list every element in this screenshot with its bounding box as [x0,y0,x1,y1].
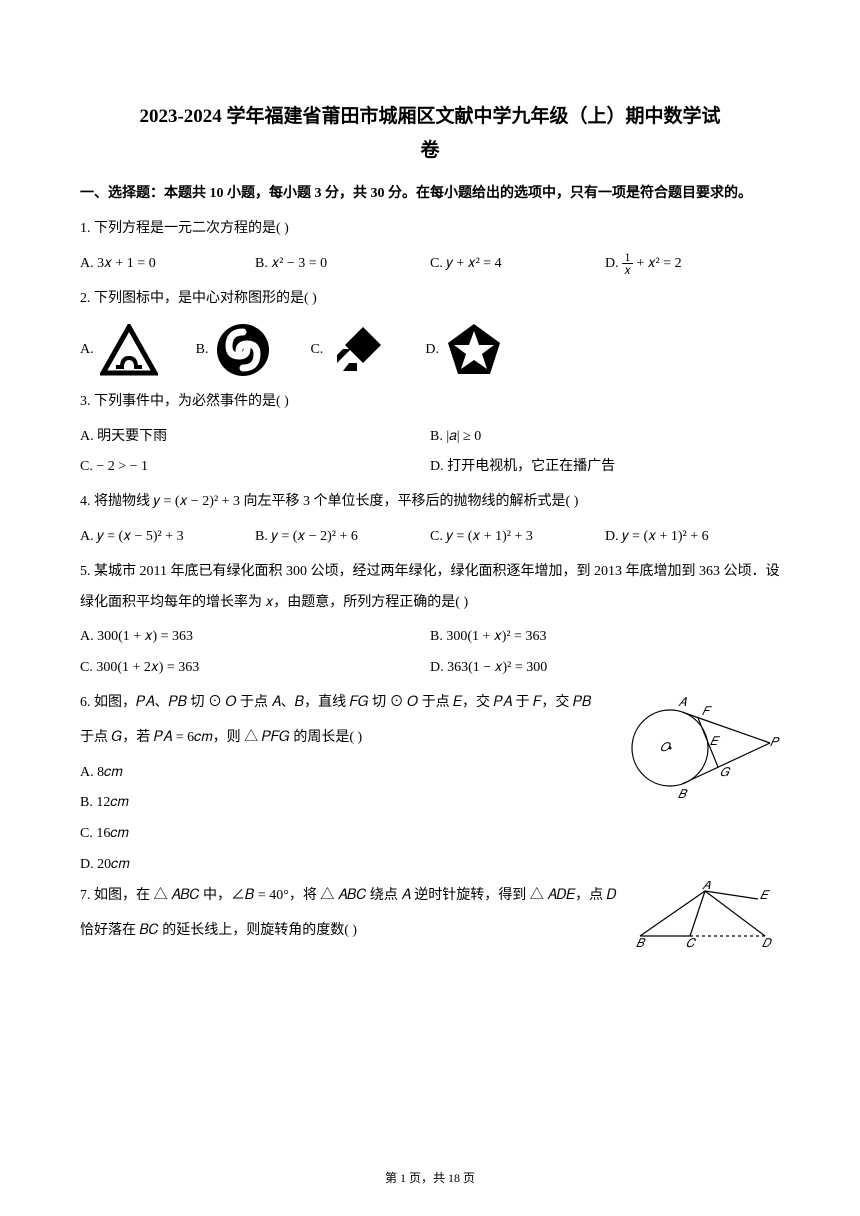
q5-options: A. 300(1 + 𝑥) = 363 B. 300(1 + 𝑥)² = 363… [80,622,780,684]
svg-text:𝐵: 𝐵 [636,936,646,950]
svg-text:𝐷: 𝐷 [762,936,772,950]
q6-opt-a: A. 8𝑐𝑚 [80,758,610,789]
section-1-header: 一、选择题：本题共 10 小题，每小题 3 分，共 30 分。在每小题给出的选项… [80,180,780,208]
fraction-icon: 1𝑥 [622,251,633,276]
page-footer: 第 1 页，共 18 页 [0,1169,860,1186]
q5-opt-b: B. 300(1 + 𝑥)² = 363 [430,622,780,653]
q3-opt-a: A. 明天要下雨 [80,422,430,453]
q1-opt-b: B. 𝑥² − 3 = 0 [255,249,430,280]
q6-stem-line1: 6. 如图，𝑃𝐴、𝑃𝐵 切 ⊙ 𝑂 于点 𝐴、𝐵，直线 𝐹𝐺 切 ⊙ 𝑂 于点 … [80,688,610,719]
q4-opt-a: A. 𝑦 = (𝑥 − 5)² + 3 [80,522,255,553]
q7: 7. 如图，在 △ 𝐴𝐵𝐶 中，∠𝐵 = 40°，将 △ 𝐴𝐵𝐶 绕点 𝐴 逆时… [80,881,780,956]
q4-opt-c: C. 𝑦 = (𝑥 + 1)² + 3 [430,522,605,553]
svg-text:𝐴: 𝐴 [678,695,687,709]
q3-opt-c: C. − 2 > − 1 [80,452,430,483]
svg-text:𝐸: 𝐸 [760,888,771,902]
q6-opt-d: D. 20𝑐𝑚 [80,850,610,881]
q2-opt-c: C. [310,321,387,379]
svg-text:𝐸: 𝐸 [710,734,721,748]
svg-text:𝐴: 𝐴 [702,881,711,892]
q2-opt-d: D. [425,321,503,379]
q1-opt-c: C. 𝑦 + 𝑥² = 4 [430,249,605,280]
svg-text:𝑃: 𝑃 [770,735,780,749]
q2-options: A. B. C. D. [80,321,780,379]
q6-opt-c: C. 16𝑐𝑚 [80,819,610,850]
q7-stem-line1: 7. 如图，在 △ 𝐴𝐵𝐶 中，∠𝐵 = 40°，将 △ 𝐴𝐵𝐶 绕点 𝐴 逆时… [80,881,620,912]
q1-opt-a: A. 3𝑥 + 1 = 0 [80,249,255,280]
svg-text:𝐺: 𝐺 [720,765,731,779]
q5-opt-a: A. 300(1 + 𝑥) = 363 [80,622,430,653]
pentagon-star-icon [445,321,503,379]
q6-options: A. 8𝑐𝑚 B. 12𝑐𝑚 C. 16𝑐𝑚 D. 20𝑐𝑚 [80,758,610,881]
q4-stem: 4. 将抛物线 𝑦 = (𝑥 − 2)² + 3 向左平移 3 个单位长度，平移… [80,487,780,518]
q3-stem: 3. 下列事件中，为必然事件的是( ) [80,387,780,418]
q1-options: A. 3𝑥 + 1 = 0 B. 𝑥² − 3 = 0 C. 𝑦 + 𝑥² = … [80,249,780,280]
svg-text:𝐹: 𝐹 [702,704,713,718]
q7-stem-line2: 恰好落在 𝐵𝐶 的延长线上，则旋转角的度数( ) [80,916,620,947]
q5-stem: 5. 某城市 2011 年底已有绿化面积 300 公顷，经过两年绿化，绿化面积逐… [80,557,780,619]
q1-opt-d: D. 1𝑥 + 𝑥² = 2 [605,249,780,280]
q6-stem-line2: 于点 𝐺，若 𝑃𝐴 = 6𝑐𝑚，则 △ 𝑃𝐹𝐺 的周长是( ) [80,723,610,754]
q4-opt-d: D. 𝑦 = (𝑥 + 1)² + 6 [605,522,780,553]
svg-text:𝐶: 𝐶 [686,936,697,950]
swirl-circle-icon [214,321,272,379]
q4-opt-b: B. 𝑦 = (𝑥 − 2)² + 6 [255,522,430,553]
q1-stem: 1. 下列方程是一元二次方程的是( ) [80,214,780,245]
q5-opt-d: D. 363(1 − 𝑥)² = 300 [430,653,780,684]
q6: 6. 如图，𝑃𝐴、𝑃𝐵 切 ⊙ 𝑂 于点 𝐴、𝐵，直线 𝐹𝐺 切 ⊙ 𝑂 于点 … [80,688,780,881]
title-line1: 2023-2024 学年福建省莆田市城厢区文献中学九年级（上）期中数学试 [139,106,720,127]
q5-opt-c: C. 300(1 + 2𝑥) = 363 [80,653,430,684]
svg-text:𝐵: 𝐵 [678,787,688,801]
svg-text:𝑂: 𝑂 [660,740,671,754]
triangle-omega-icon [100,321,158,379]
q2-opt-a: A. [80,321,158,379]
q3-options: A. 明天要下雨 B. |𝑎| ≥ 0 C. − 2 > − 1 D. 打开电视… [80,422,780,484]
q4-options: A. 𝑦 = (𝑥 − 5)² + 3 B. 𝑦 = (𝑥 − 2)² + 6 … [80,522,780,553]
title-line2: 卷 [420,140,439,161]
exam-title: 2023-2024 学年福建省莆田市城厢区文献中学九年级（上）期中数学试 卷 [80,100,780,168]
q6-opt-b: B. 12𝑐𝑚 [80,788,610,819]
q3-opt-b: B. |𝑎| ≥ 0 [430,422,780,453]
diamond-arrow-icon [329,321,387,379]
q6-figure: 𝑂 𝐴 𝐵 𝐹 𝐸 𝐺 𝑃 [620,688,780,813]
q7-figure: 𝐵 𝐶 𝐴 𝐷 𝐸 [630,881,780,956]
q2-opt-b: B. [196,321,273,379]
q3-opt-d: D. 打开电视机，它正在播广告 [430,452,780,483]
q2-stem: 2. 下列图标中，是中心对称图形的是( ) [80,284,780,315]
